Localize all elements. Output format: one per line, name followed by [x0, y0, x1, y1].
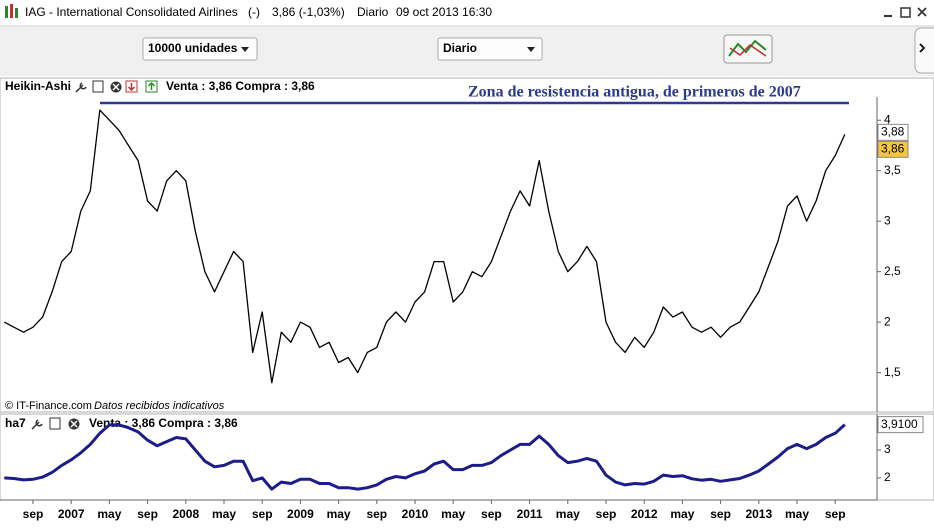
x-tick-label: sep — [596, 507, 617, 521]
status: (-) — [248, 5, 260, 19]
y-tick-label: 3 — [884, 442, 891, 456]
quantity-dropdown[interactable] — [142, 37, 258, 61]
side-tab[interactable] — [914, 27, 934, 74]
source-note: Datos recibidos indicativos — [94, 400, 225, 412]
y-tick-label: 2 — [884, 470, 891, 484]
x-tick-label: may — [785, 507, 809, 521]
x-tick-label: 2013 — [745, 507, 772, 521]
x-tick-label: may — [97, 507, 121, 521]
panel-indicator: Heikin-Ashi — [5, 79, 71, 93]
price-marker — [877, 140, 909, 158]
price-panel — [0, 77, 934, 413]
x-tick-label: 2007 — [58, 507, 85, 521]
panel-icons[interactable] — [75, 80, 158, 93]
interval-value: Diario — [443, 41, 477, 55]
x-tick-label: 2008 — [172, 507, 199, 521]
panel-indicator: ha7 — [5, 416, 26, 430]
x-tick-label: 2011 — [517, 507, 543, 521]
x-tick-label: sep — [825, 507, 846, 521]
x-tick-label: 2010 — [402, 507, 429, 521]
x-tick-label: sep — [137, 507, 158, 521]
strategy-button[interactable] — [723, 34, 773, 64]
x-tick-label: may — [670, 507, 694, 521]
x-tick-label: may — [327, 507, 351, 521]
price-marker-label: 3,88 — [881, 125, 905, 139]
x-tick-label: may — [441, 507, 465, 521]
title-bar — [0, 0, 934, 26]
close-button[interactable] — [917, 7, 927, 17]
quote: 3,86 (-1,03%) — [272, 5, 345, 19]
price-line — [3, 109, 846, 384]
panel-icons[interactable] — [31, 417, 80, 430]
x-tick-label: may — [212, 507, 236, 521]
y-tick-label: 3 — [884, 213, 891, 227]
panel-quote: Venta : 3,86 Compra : 3,86 — [89, 416, 238, 430]
app-icon — [5, 4, 18, 18]
x-tick-label: sep — [23, 507, 44, 521]
y-tick-label: 2 — [884, 314, 891, 328]
price-marker — [877, 416, 924, 434]
price-marker-label: 3,86 — [881, 142, 905, 156]
price-marker — [877, 123, 909, 141]
period: Diario — [357, 5, 389, 19]
x-tick-label: sep — [710, 507, 731, 521]
y-tick-label: 1,5 — [884, 365, 901, 379]
x-tick-label: 2009 — [287, 507, 314, 521]
annotation: Zona de resistencia antigua, de primeros… — [468, 84, 801, 101]
x-tick-label: sep — [366, 507, 387, 521]
y-tick-label: 2,5 — [884, 264, 901, 278]
panel-quote: Venta : 3,86 Compra : 3,86 — [166, 79, 315, 93]
maximize-button[interactable] — [900, 7, 911, 18]
y-tick-label: 4 — [884, 112, 891, 126]
y-tick-label: 3,5 — [884, 163, 901, 177]
price-marker-label: 3,9100 — [881, 417, 918, 431]
price-line — [4, 423, 846, 491]
interval-dropdown[interactable] — [437, 37, 543, 61]
x-tick-label: sep — [481, 507, 502, 521]
datetime: 09 oct 2013 16:30 — [396, 5, 492, 19]
quantity-value: 10000 unidades — [148, 41, 238, 55]
x-tick-label: may — [556, 507, 580, 521]
x-tick-label: 2012 — [631, 507, 658, 521]
source: © IT-Finance.com — [5, 400, 92, 412]
window-title: IAG - International Consolidated Airline… — [25, 5, 238, 19]
x-tick-label: sep — [252, 507, 273, 521]
